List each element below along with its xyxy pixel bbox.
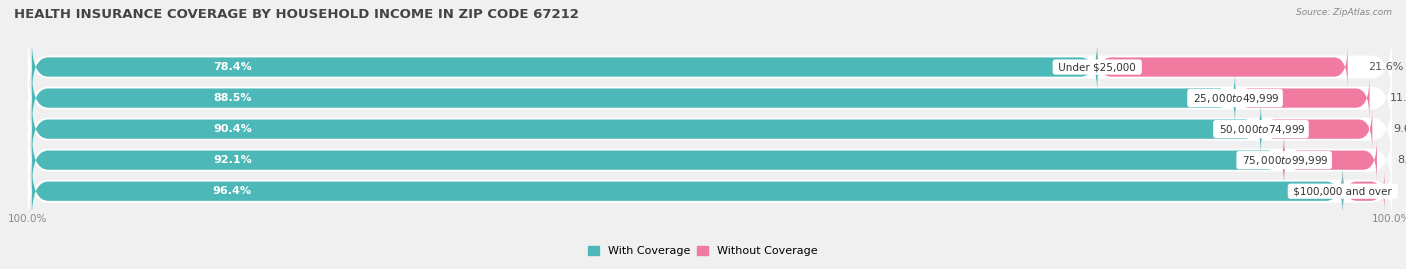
Text: 90.4%: 90.4%	[212, 124, 252, 134]
Text: 21.6%: 21.6%	[1368, 62, 1403, 72]
Text: 11.6%: 11.6%	[1391, 93, 1406, 103]
FancyBboxPatch shape	[1097, 46, 1348, 89]
Text: $25,000 to $49,999: $25,000 to $49,999	[1189, 91, 1281, 105]
Text: 92.1%: 92.1%	[212, 155, 252, 165]
Text: HEALTH INSURANCE COVERAGE BY HOUSEHOLD INCOME IN ZIP CODE 67212: HEALTH INSURANCE COVERAGE BY HOUSEHOLD I…	[14, 8, 579, 21]
FancyBboxPatch shape	[28, 94, 1392, 164]
Legend: With Coverage, Without Coverage: With Coverage, Without Coverage	[583, 242, 823, 261]
FancyBboxPatch shape	[1343, 170, 1385, 213]
Text: 78.4%: 78.4%	[212, 62, 252, 72]
FancyBboxPatch shape	[32, 133, 1284, 188]
FancyBboxPatch shape	[1234, 77, 1369, 119]
Text: 88.5%: 88.5%	[214, 93, 252, 103]
FancyBboxPatch shape	[32, 101, 1261, 157]
FancyBboxPatch shape	[28, 156, 1392, 226]
Text: $75,000 to $99,999: $75,000 to $99,999	[1239, 154, 1329, 167]
Text: Under $25,000: Under $25,000	[1056, 62, 1139, 72]
Text: 8.0%: 8.0%	[1398, 155, 1406, 165]
FancyBboxPatch shape	[1261, 108, 1372, 151]
FancyBboxPatch shape	[32, 70, 1234, 126]
Text: 9.6%: 9.6%	[1393, 124, 1406, 134]
Text: Source: ZipAtlas.com: Source: ZipAtlas.com	[1296, 8, 1392, 17]
Text: $50,000 to $74,999: $50,000 to $74,999	[1216, 123, 1306, 136]
FancyBboxPatch shape	[1284, 139, 1376, 182]
FancyBboxPatch shape	[32, 40, 1097, 95]
FancyBboxPatch shape	[28, 32, 1392, 102]
FancyBboxPatch shape	[28, 125, 1392, 195]
Text: 96.4%: 96.4%	[212, 186, 252, 196]
FancyBboxPatch shape	[32, 164, 1343, 219]
FancyBboxPatch shape	[28, 63, 1392, 133]
Text: $100,000 and over: $100,000 and over	[1291, 186, 1395, 196]
